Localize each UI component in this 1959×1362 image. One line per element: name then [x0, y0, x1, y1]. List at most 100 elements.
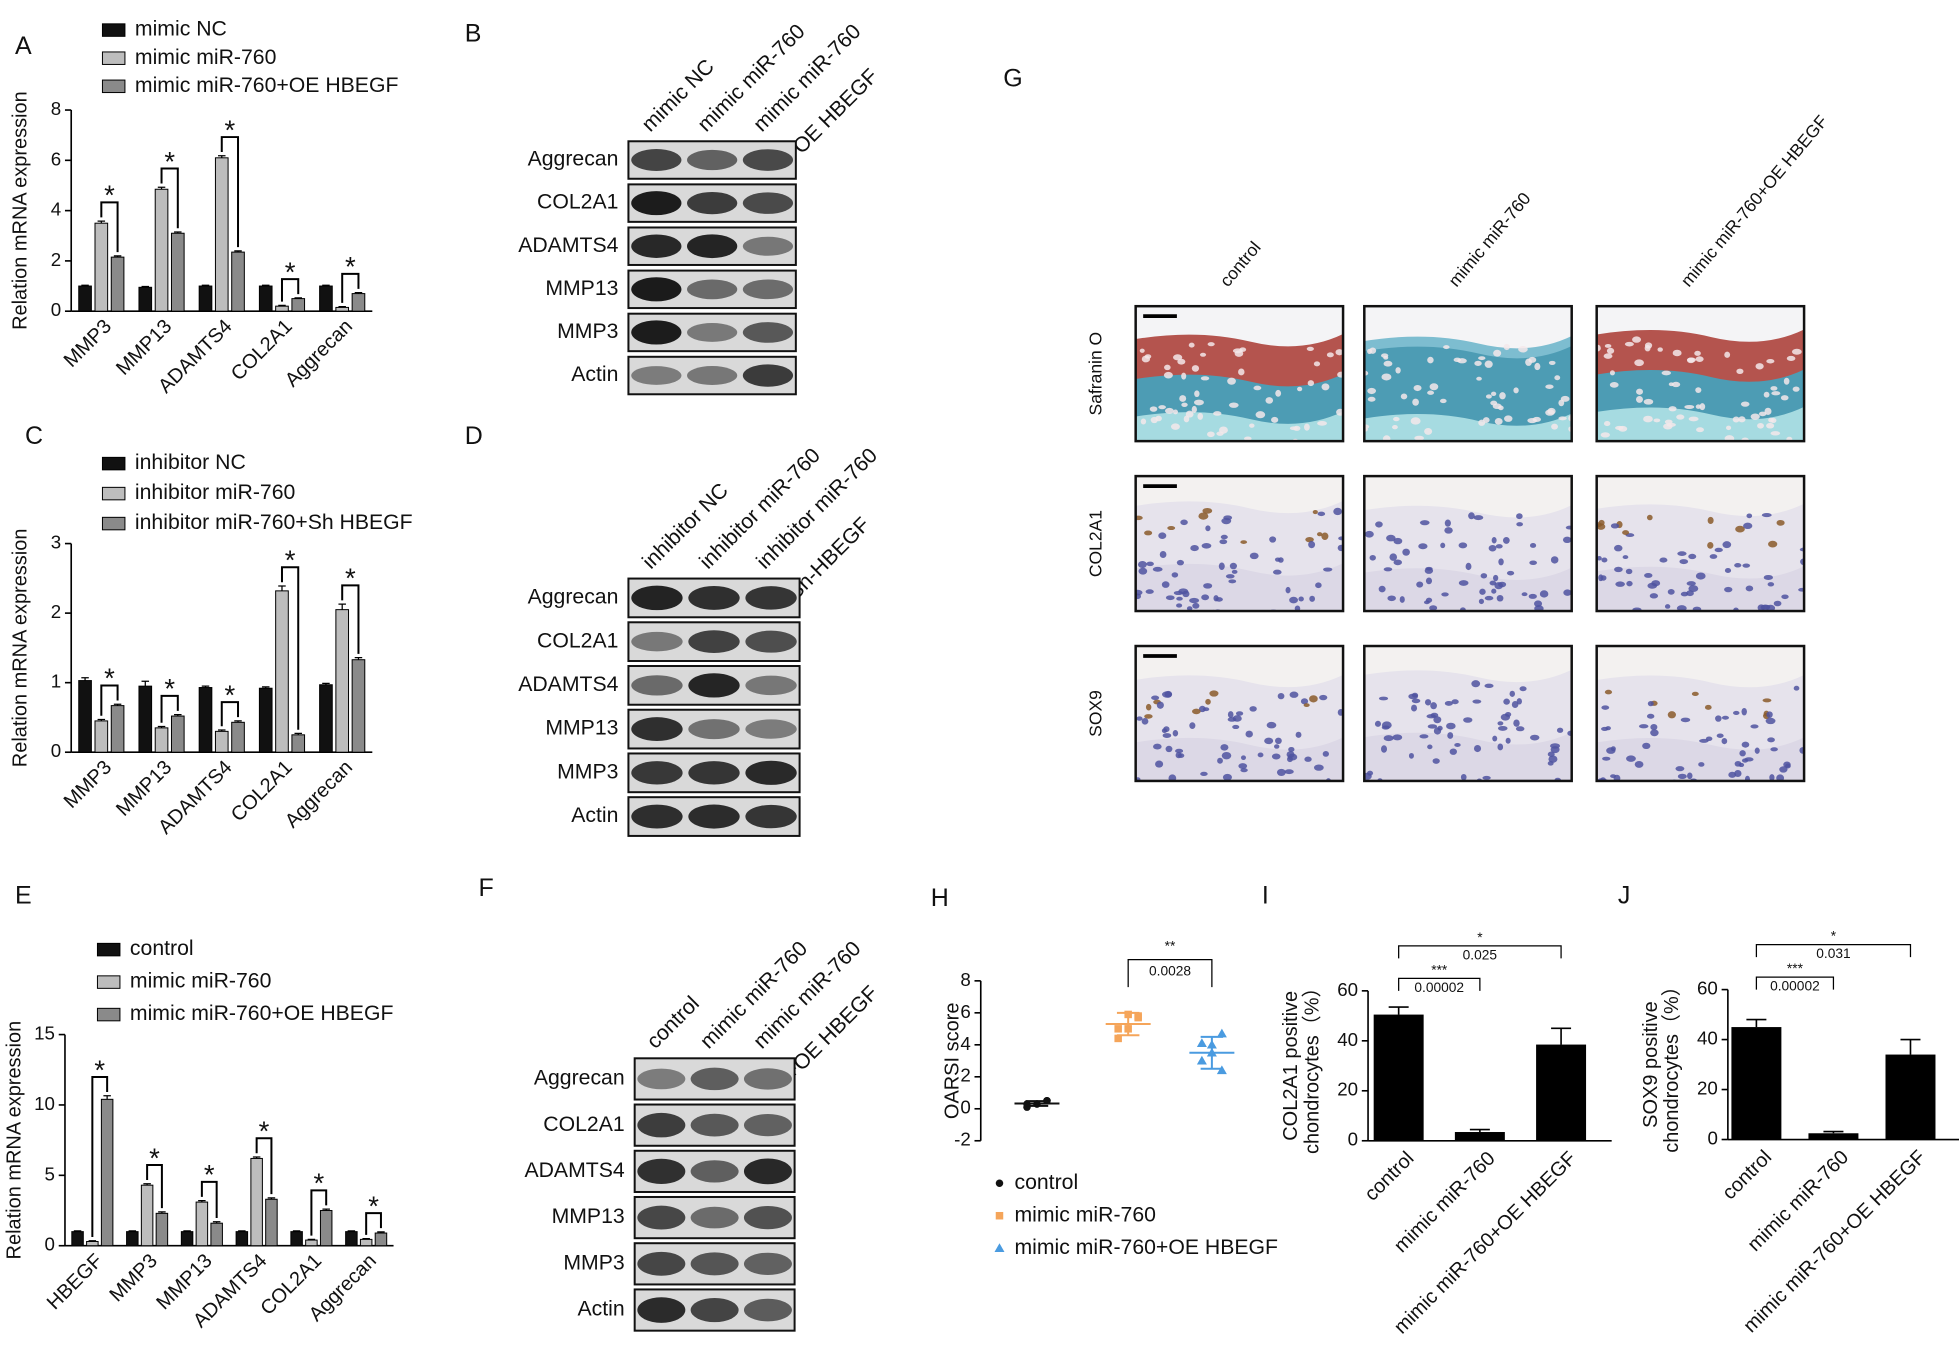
cell [1632, 336, 1641, 343]
cell [1146, 561, 1154, 567]
cell [1502, 536, 1510, 544]
cell [1668, 406, 1677, 412]
cell [1601, 557, 1608, 563]
error-bar [157, 725, 166, 728]
row-label: MMP3 [557, 760, 618, 783]
cell [1468, 512, 1475, 520]
cell [1476, 376, 1482, 381]
cell [1393, 537, 1403, 545]
cell [1767, 582, 1775, 587]
cell [1321, 532, 1329, 540]
cell [1444, 527, 1453, 534]
cell [1511, 701, 1519, 708]
cell [1741, 758, 1749, 763]
cell [1743, 522, 1753, 530]
cell [1471, 680, 1481, 688]
cell [1304, 423, 1310, 431]
blot-band [743, 1205, 792, 1230]
column-label: control [1216, 237, 1265, 290]
cell [1317, 511, 1326, 517]
cell [1471, 786, 1478, 793]
cell [1556, 727, 1564, 733]
cell [1770, 747, 1778, 752]
cell [1451, 699, 1459, 705]
error-bar [157, 186, 166, 190]
cell [1244, 436, 1252, 441]
blot-band [688, 804, 740, 829]
cell [1642, 742, 1651, 750]
y-tick-label: 1 [51, 671, 61, 692]
significance-label: * [285, 256, 296, 287]
y-tick-label: 0 [51, 299, 61, 320]
cell [1374, 720, 1382, 727]
panel-label: B [465, 20, 482, 48]
row-label: COL2A1 [537, 629, 618, 652]
cell [1294, 605, 1301, 612]
blot-band [743, 1114, 792, 1137]
cell [1498, 405, 1504, 411]
bar [275, 305, 289, 312]
bar [291, 734, 306, 753]
error-bar [174, 714, 182, 717]
legend-marker [101, 516, 126, 531]
row-label: COL2A1 [543, 1113, 624, 1136]
cell [1326, 352, 1334, 358]
cell [1194, 390, 1200, 398]
cell [1680, 717, 1691, 723]
cell [1156, 701, 1164, 709]
blot-band [631, 320, 682, 345]
cell [1668, 382, 1674, 387]
cell [1626, 755, 1636, 762]
cell [1138, 567, 1148, 575]
cell [1484, 595, 1494, 601]
cell [1614, 566, 1623, 573]
cell [1228, 402, 1239, 408]
cell [1383, 735, 1394, 742]
data-point [1216, 1028, 1227, 1038]
cell [1750, 413, 1760, 420]
row-label: COL2A1 [1086, 510, 1106, 577]
cell [1322, 750, 1330, 757]
cell [1382, 435, 1391, 442]
bar [1808, 1133, 1859, 1140]
cell [1313, 764, 1324, 771]
cell [1141, 718, 1149, 725]
cell [1165, 407, 1174, 414]
cell [1234, 350, 1244, 357]
cell [1493, 349, 1502, 357]
error-bar [1551, 1027, 1572, 1045]
cell [1600, 575, 1607, 581]
blot-band [687, 366, 738, 386]
cell [1596, 556, 1602, 561]
error-bar [201, 685, 210, 688]
cell [1661, 370, 1672, 376]
cell [1707, 516, 1714, 525]
cell [1264, 737, 1274, 745]
micrograph [1135, 306, 1344, 450]
significance-label: * [225, 679, 236, 710]
error-bar [252, 1156, 261, 1159]
blot-band [688, 719, 740, 740]
legend-label: mimic miR-760+OE HBEGF [130, 1002, 394, 1025]
cell [1430, 702, 1437, 710]
row-label: Aggrecan [534, 1067, 625, 1090]
y-tick-label: 40 [1697, 1028, 1718, 1049]
cell [1676, 414, 1685, 420]
cell [1139, 348, 1145, 353]
cell [1646, 713, 1655, 719]
cell [1770, 386, 1778, 391]
cell [1388, 783, 1394, 789]
p-value-label: 0.031 [1816, 946, 1850, 961]
cell [1558, 416, 1567, 421]
cell [1330, 444, 1339, 450]
cell [1209, 690, 1219, 697]
cell [1447, 732, 1454, 739]
bar [231, 251, 245, 312]
row-label: Aggrecan [528, 148, 619, 171]
cell [1439, 398, 1447, 404]
cell [1227, 377, 1236, 385]
error-bar [88, 1240, 97, 1242]
significance-bracket [255, 1137, 273, 1195]
legend-marker [995, 1179, 1004, 1187]
cell [1482, 417, 1490, 423]
